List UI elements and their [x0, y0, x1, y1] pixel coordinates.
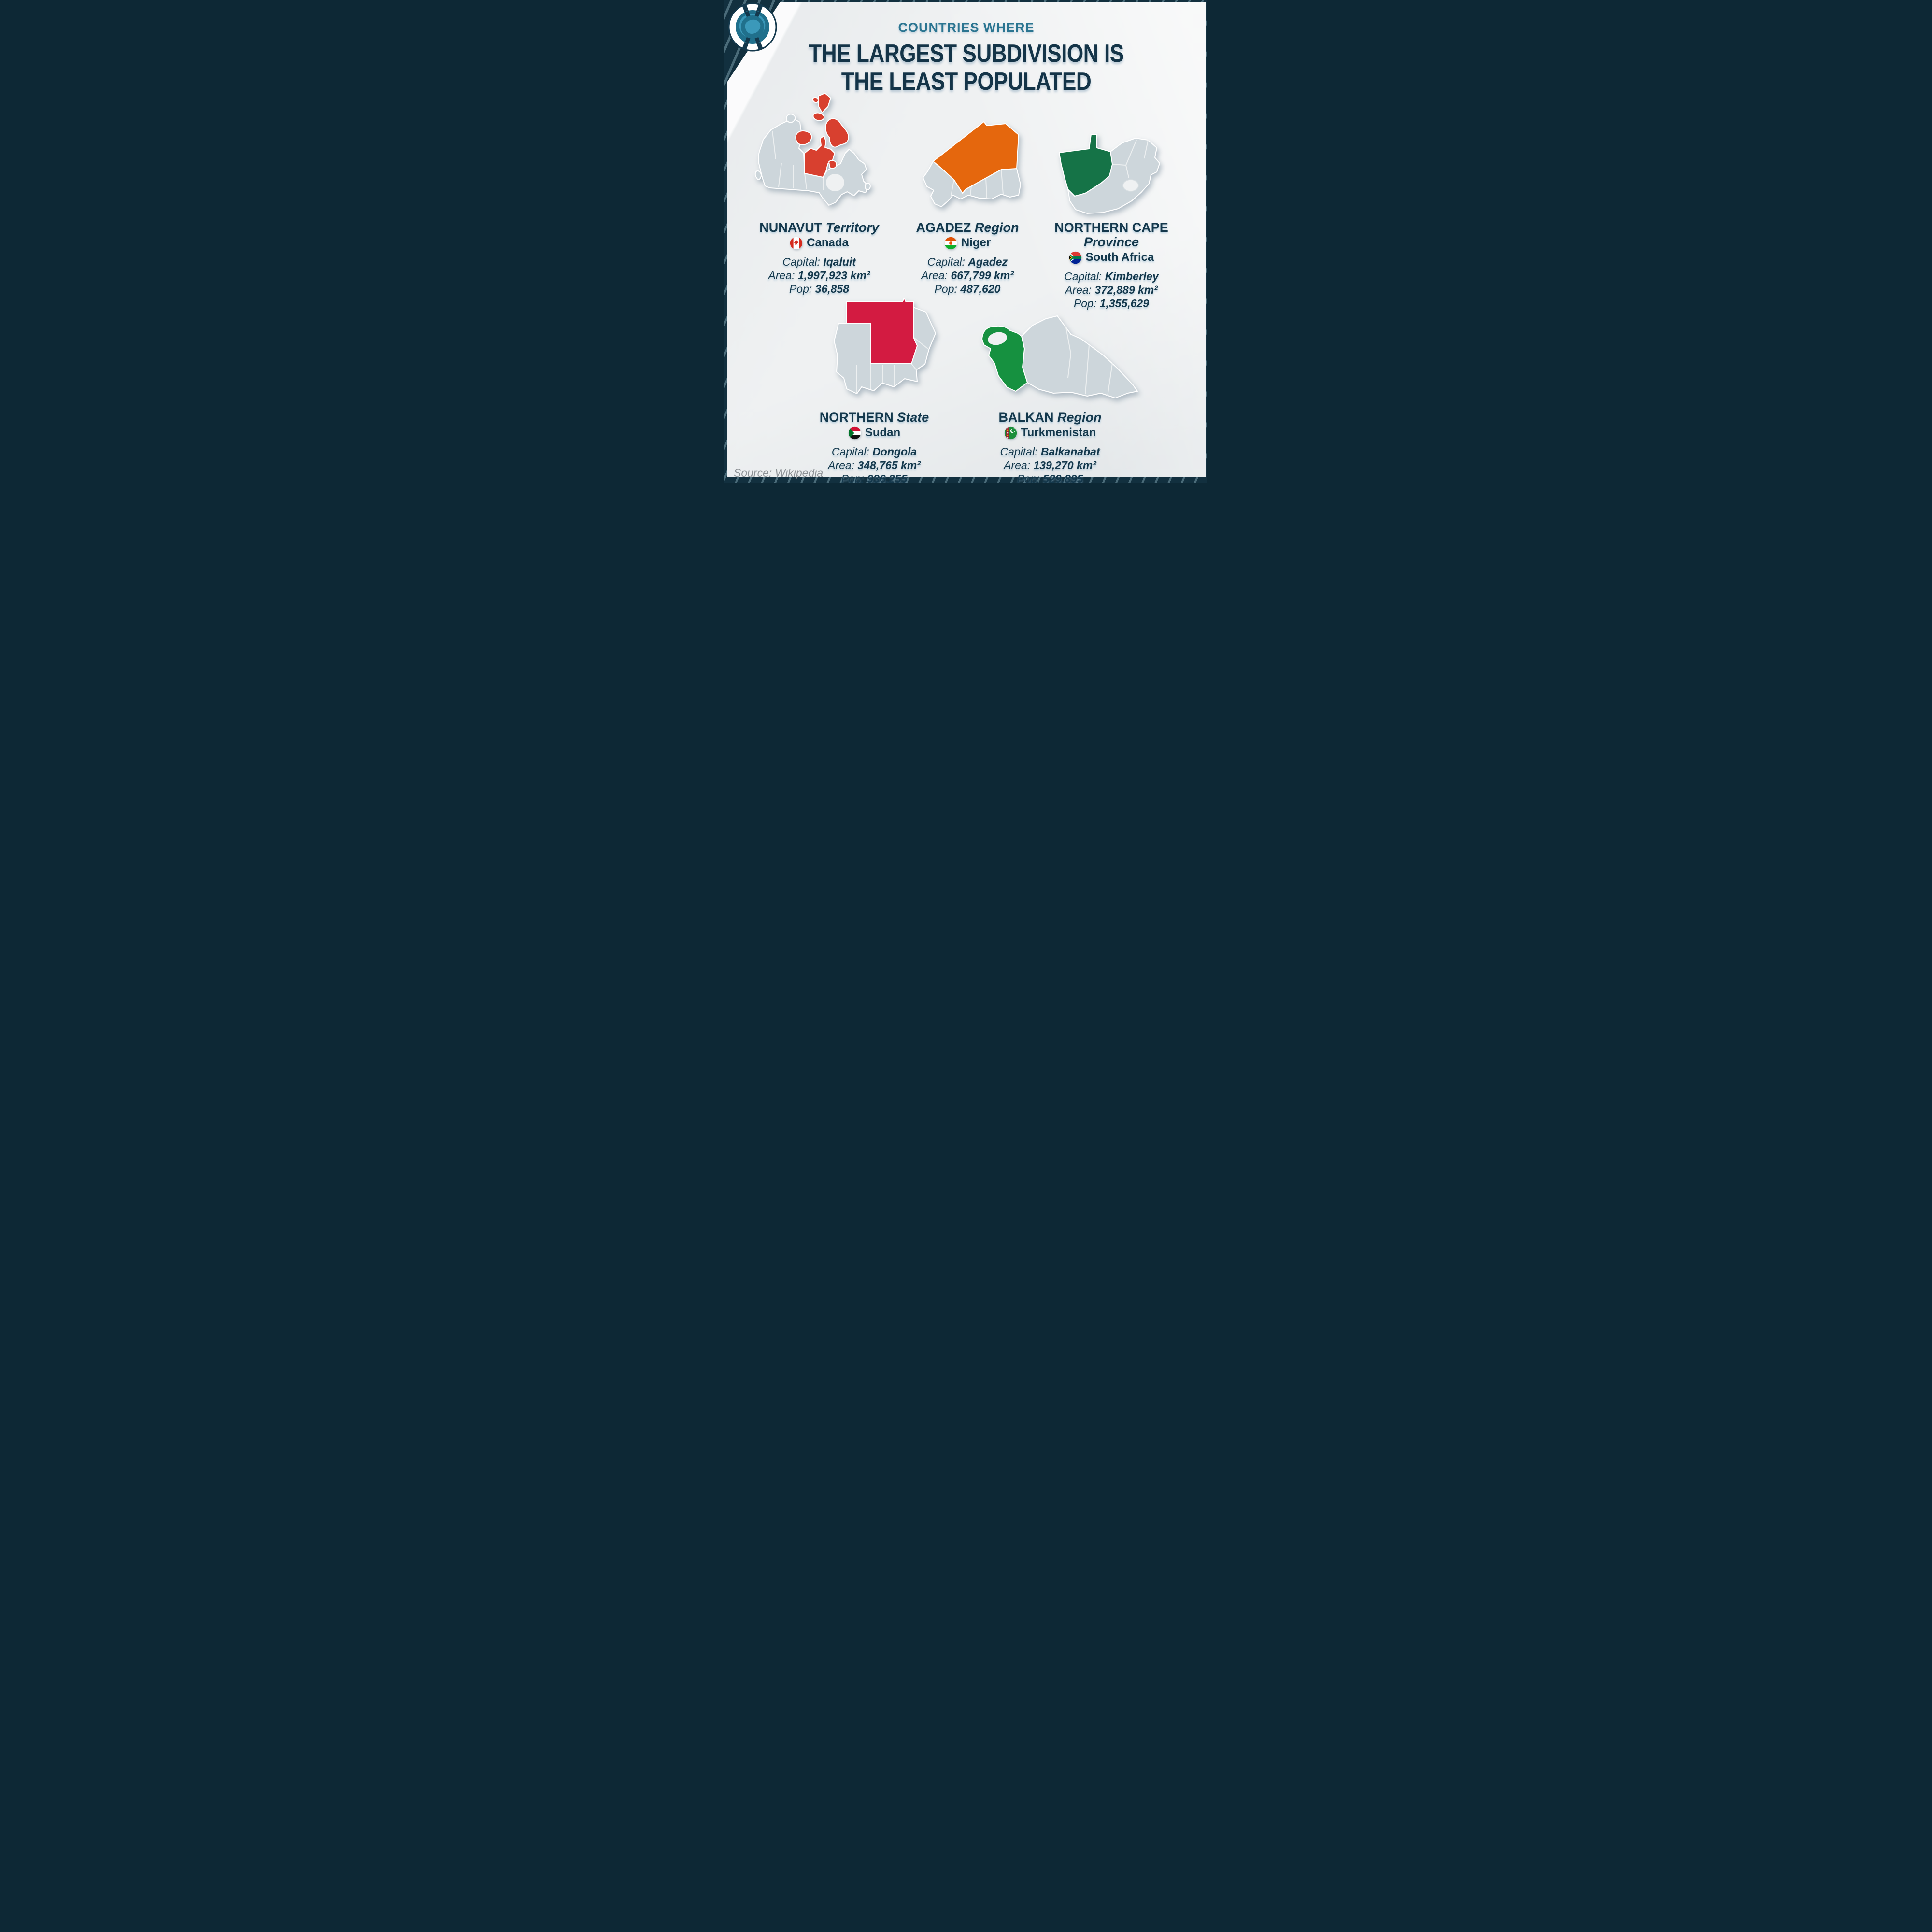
axel-heiberg-island [812, 97, 819, 103]
canada-map [754, 93, 871, 206]
baffin-island [825, 118, 849, 148]
country-line: Canada [742, 236, 896, 250]
turkmenistan-flag-icon [1004, 426, 1017, 439]
capital-fact: Capital: Agadez [927, 256, 1008, 268]
pop-fact: Pop: 1,355,629 [1073, 297, 1150, 310]
turkmenistan-region-borders [1065, 327, 1113, 397]
canada-province-borders [772, 130, 824, 190]
sudan-map [834, 298, 936, 394]
devon-island [812, 112, 825, 121]
northern-state-region [846, 298, 918, 364]
capital-fact: Capital: Dongola [831, 445, 917, 458]
pop-fact: Pop: 936,255 [841, 472, 908, 483]
country-line: Turkmenistan [973, 426, 1127, 440]
country-name: Canada [807, 236, 849, 249]
nunavut-mainland [804, 135, 835, 178]
turkmenistan-base-shape [1021, 315, 1138, 398]
card-balkan: BALKAN Region Turkmenistan Capital: Balk… [973, 410, 1127, 483]
garabogazkol-lagoon [988, 332, 1007, 345]
agadez-region [933, 121, 1019, 194]
pop-fact: Pop: 36,858 [789, 283, 850, 295]
title-line-3: THE LEAST POPULATED [841, 67, 1092, 96]
vancouver-island-shape [754, 170, 762, 180]
south-africa-map [1059, 134, 1160, 214]
area-fact: Area: 372,889 km² [1065, 284, 1158, 296]
title-line-2: THE LARGEST SUBDIVISION IS [809, 39, 1124, 68]
niger-flag-icon [944, 237, 957, 249]
area-fact: Area: 139,270 km² [1004, 459, 1096, 471]
capital-fact: Capital: Balkanabat [1000, 445, 1100, 458]
subdivision-name: AGADEZ Region [916, 220, 1019, 235]
logo-core-swirl [745, 19, 761, 34]
turkmenistan-map [981, 315, 1138, 398]
subdivision-name: NORTHERN CAPE Province [1054, 220, 1168, 249]
pop-fact: Pop: 487,620 [934, 283, 1001, 295]
country-name: Turkmenistan [1021, 426, 1096, 439]
south-africa-flag-icon [1069, 251, 1081, 264]
subdivision-name: NUNAVUT Territory [759, 220, 879, 235]
niger-map [923, 121, 1021, 207]
area-fact: Area: 667,799 km² [921, 269, 1014, 282]
card-northern-cape: NORTHERN CAPE Province South Africa Capi… [1029, 220, 1193, 310]
hudson-bay [826, 174, 844, 191]
niger-region-borders [951, 169, 1004, 199]
country-line: South Africa [1029, 250, 1193, 265]
card-northern-state: NORTHERN State Sudan Capital: Dongola Ar… [797, 410, 952, 483]
banks-island-shape [786, 114, 796, 124]
infographic-poster: COUNTRIES WHERE THE LARGEST SUBDIVISION … [724, 0, 1208, 483]
newfoundland-shape [865, 183, 871, 190]
capital-fact: Capital: Iqaluit [782, 256, 856, 268]
area-fact: Area: 348,765 km² [828, 459, 921, 471]
logo-outline-ring [728, 2, 777, 52]
northern-cape-region [1059, 134, 1113, 197]
title-line-1: COUNTRIES WHERE [898, 20, 1035, 35]
capital-fact: Capital: Kimberley [1064, 270, 1159, 283]
card-nunavut: NUNAVUT Territory Canada Capital: Iqalui… [742, 220, 896, 296]
victoria-island [795, 130, 812, 145]
country-name: South Africa [1085, 251, 1154, 264]
canada-flag-icon [790, 237, 803, 249]
subdivision-name: BALKAN Region [998, 410, 1102, 425]
country-line: Sudan [797, 426, 952, 440]
area-fact: Area: 1,997,923 km² [768, 269, 870, 282]
sudan-state-borders [856, 337, 928, 393]
country-name: Sudan [865, 426, 901, 439]
source-note: Source: Wikipedia [734, 467, 824, 479]
pop-fact: Pop: 529,895 [1017, 472, 1083, 483]
card-agadez: AGADEZ Region Niger Capital: Agadez Area… [890, 220, 1045, 296]
country-name: Niger [961, 236, 991, 249]
lesotho-hole [1122, 179, 1139, 192]
ellesmere-island [818, 93, 831, 113]
brand-logo [728, 2, 777, 52]
content-area: COUNTRIES WHERE THE LARGEST SUBDIVISION … [727, 2, 1206, 483]
sudan-flag-icon [848, 426, 861, 439]
south-africa-province-borders [1112, 140, 1149, 178]
country-line: Niger [890, 236, 1045, 250]
subdivision-name: NORTHERN State [819, 410, 929, 425]
nunavut-region [795, 93, 849, 178]
southampton-island [828, 160, 837, 169]
